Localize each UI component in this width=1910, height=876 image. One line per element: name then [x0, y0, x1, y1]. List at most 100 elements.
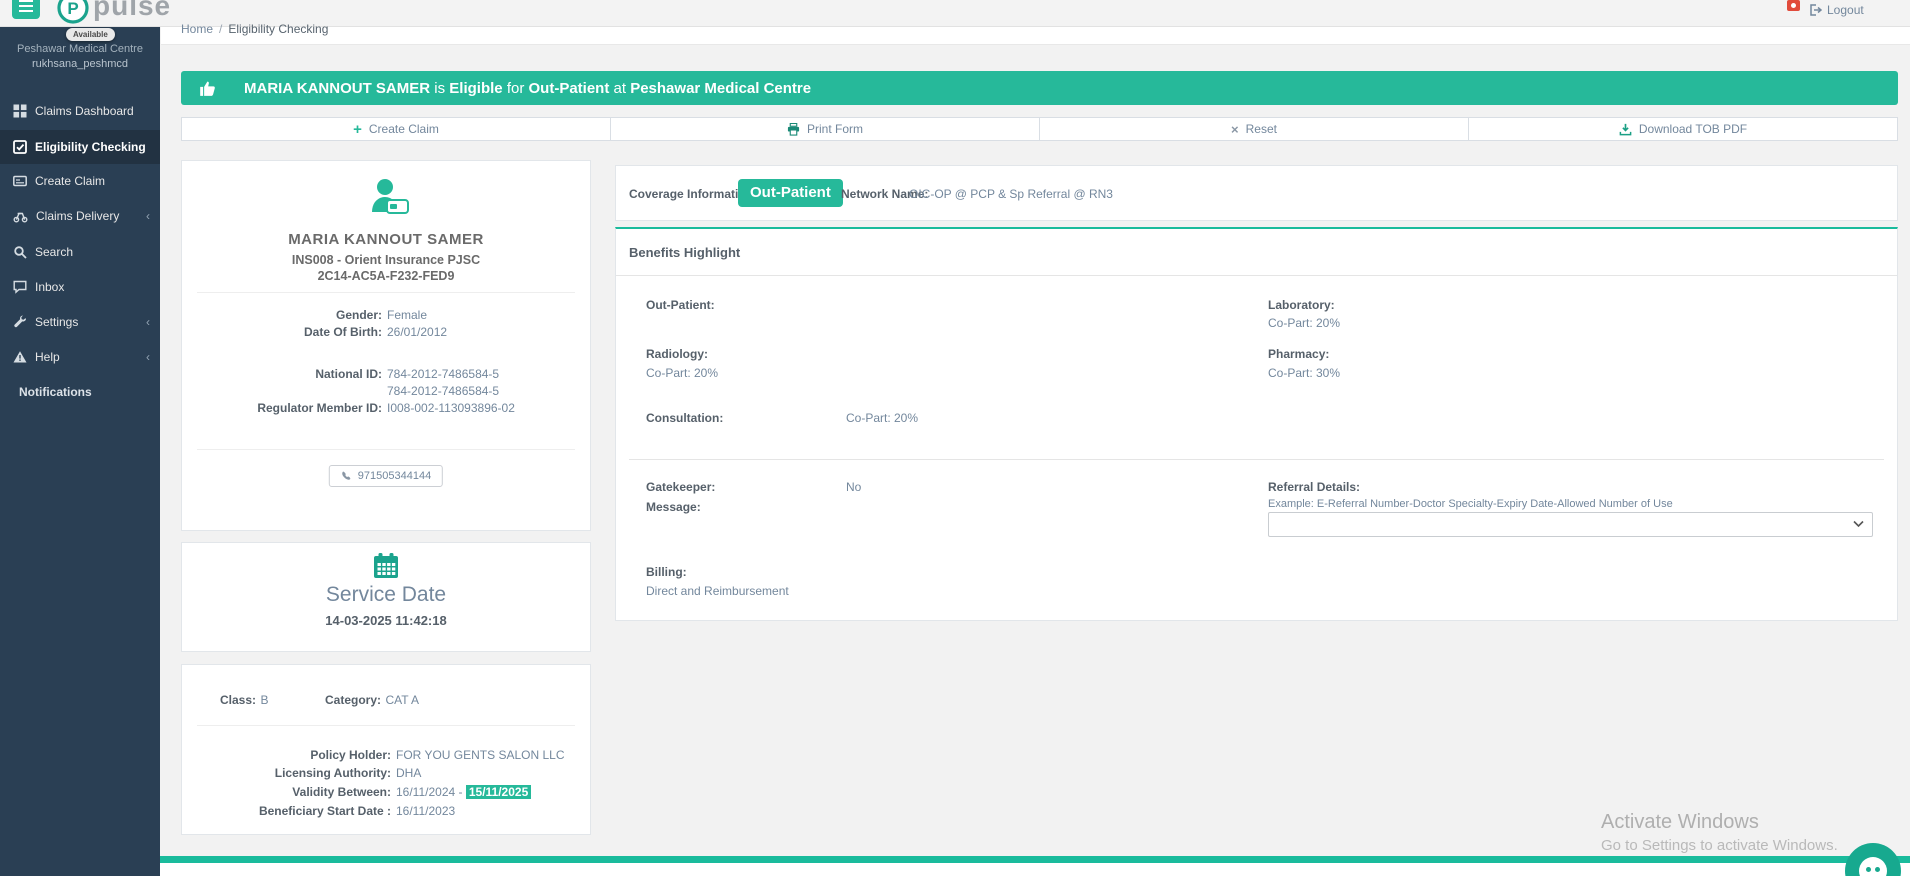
laboratory-label: Laboratory:	[1268, 298, 1335, 312]
policy-holder-row: Policy Holder: FOR YOU GENTS SALON LLC	[182, 748, 590, 762]
phone-icon	[342, 471, 351, 480]
referral-select[interactable]	[1268, 512, 1873, 537]
create-claim-button[interactable]: + Create Claim	[182, 118, 611, 140]
sidebar-item-help[interactable]: Help ‹	[0, 340, 160, 374]
national-id-value: 784-2012-7486584-5	[387, 367, 500, 381]
print-form-button[interactable]: Print Form	[611, 118, 1040, 140]
service-date-card: Service Date 14-03-2025 11:42:18	[181, 542, 591, 652]
sidebar-item-label: Claims Dashboard	[35, 104, 134, 118]
regulator-id-label: Regulator Member ID:	[257, 401, 382, 415]
record-indicator-icon	[1787, 0, 1800, 11]
banner-facility: Peshawar Medical Centre	[630, 79, 812, 97]
sidebar: Available Peshawar Medical Centre rukhsa…	[0, 27, 160, 876]
sidebar-item-eligibility-checking[interactable]: Eligibility Checking	[0, 130, 160, 164]
sidebar-item-settings[interactable]: Settings ‹	[0, 305, 160, 339]
activate-windows-watermark: Activate Windows	[1601, 811, 1759, 833]
download-tob-pdf-button[interactable]: Download TOB PDF	[1469, 118, 1897, 140]
radiology-label: Radiology:	[646, 347, 708, 361]
referral-hint: Example: E-Referral Number-Doctor Specia…	[1268, 498, 1673, 510]
svg-text:P: P	[67, 0, 78, 18]
pharmacy-label: Pharmacy:	[1268, 347, 1330, 361]
dob-row: Date Of Birth: 26/01/2012	[182, 325, 590, 339]
hamburger-icon	[19, 0, 33, 2]
search-icon	[14, 246, 27, 259]
logout-button[interactable]: Logout	[1810, 3, 1864, 17]
footer	[160, 863, 1910, 876]
referral-details-label: Referral Details:	[1268, 480, 1361, 494]
truck-icon	[13, 212, 28, 223]
consultation-label: Consultation:	[646, 411, 724, 425]
action-toolbar: + Create Claim Print Form × Reset Downlo…	[181, 117, 1898, 141]
patient-card: MARIA KANNOUT SAMER INS008 - Orient Insu…	[181, 160, 591, 531]
thumbs-up-icon	[200, 81, 215, 96]
card-number: 2C14-AC5A-F232-FED9	[317, 269, 455, 283]
divider	[616, 275, 1897, 276]
banner-word: at	[613, 79, 627, 97]
sidebar-item-label: Inbox	[35, 280, 65, 294]
pulse-logo-icon: P	[57, 0, 89, 24]
divider	[197, 292, 575, 293]
coverage-type-badge[interactable]: Out-Patient	[738, 179, 843, 207]
top-header: P pulse Logout	[0, 0, 1910, 27]
validity-value: 16/11/2024 - 15/11/2025	[396, 785, 532, 799]
divider	[629, 459, 1884, 460]
breadcrumb-home-link[interactable]: Home	[181, 22, 214, 36]
banner-status: Eligible	[449, 79, 503, 97]
licensing-authority-row: Licensing Authority: DHA	[182, 766, 590, 780]
calendar-icon	[374, 553, 398, 578]
sidebar-item-claims-delivery[interactable]: Claims Delivery ‹	[0, 199, 160, 233]
chevron-left-icon: ‹	[146, 209, 150, 223]
x-icon: ×	[1231, 121, 1239, 137]
category-label: Category:	[325, 693, 382, 707]
sidebar-item-label: Settings	[35, 315, 79, 329]
service-date-value: 14-03-2025 11:42:18	[325, 613, 447, 628]
policy-card: Class: B Category: CAT A Policy Holder: …	[181, 664, 591, 835]
phone-button[interactable]: 971505344144	[328, 465, 444, 487]
gender-value: Female	[387, 308, 428, 322]
consultation-copart: Co-Part: 20%	[846, 411, 919, 425]
sidebar-item-notifications[interactable]: Notifications	[0, 375, 160, 409]
service-date-title: Service Date	[325, 583, 447, 606]
regulator-id-row: Regulator Member ID: I008-002-113093896-…	[182, 401, 590, 415]
sidebar-item-claims-dashboard[interactable]: Claims Dashboard	[0, 94, 160, 128]
beneficiary-start-value: 16/11/2023	[396, 804, 456, 818]
sidebar-item-inbox[interactable]: Inbox	[0, 270, 160, 304]
national-id-row2: 784-2012-7486584-5	[182, 384, 590, 398]
action-label: Reset	[1245, 122, 1277, 136]
national-id-label: National ID:	[315, 367, 382, 381]
spacer	[182, 384, 382, 398]
sidebar-item-label: Help	[35, 350, 60, 364]
insurance-name: INS008 - Orient Insurance PJSC	[291, 253, 481, 267]
validity-start: 16/11/2024	[396, 785, 456, 799]
billing-value: Direct and Reimbursement	[646, 584, 789, 598]
banner-patient-name: MARIA KANNOUT SAMER	[244, 79, 431, 97]
policy-holder-value: FOR YOU GENTS SALON LLC	[396, 748, 565, 762]
sidebar-item-search[interactable]: Search	[0, 235, 160, 269]
logout-label: Logout	[1827, 3, 1864, 17]
chat-widget-button[interactable]	[1845, 843, 1901, 876]
policy-holder-label: Policy Holder:	[310, 748, 391, 762]
national-id-value2: 784-2012-7486584-5	[387, 384, 500, 398]
eligibility-banner: MARIA KANNOUT SAMER is Eligible for Out-…	[181, 71, 1898, 105]
class-field: Class: B	[220, 691, 269, 709]
validity-row: Validity Between: 16/11/2024 - 15/11/202…	[182, 785, 590, 799]
national-id-row: National ID: 784-2012-7486584-5	[182, 367, 590, 381]
network-name-label: Network Name:	[841, 187, 929, 201]
patient-name: MARIA KANNOUT SAMER	[288, 231, 484, 248]
sidebar-item-create-claim[interactable]: Create Claim	[0, 164, 160, 198]
menu-toggle-button[interactable]	[12, 0, 40, 19]
network-name-value: OIC-OP @ PCP & Sp Referral @ RN3	[909, 187, 1113, 201]
sidebar-item-label: Eligibility Checking	[35, 140, 146, 154]
benefits-highlight-title: Benefits Highlight	[629, 245, 741, 260]
category-value: CAT A	[385, 693, 420, 707]
dob-label: Date Of Birth:	[304, 325, 382, 339]
chat-smiley-icon	[1859, 857, 1887, 876]
class-label: Class:	[220, 693, 257, 707]
card-icon	[13, 175, 27, 187]
action-label: Download TOB PDF	[1638, 122, 1748, 136]
reset-button[interactable]: × Reset	[1040, 118, 1469, 140]
breadcrumb: Home / Eligibility Checking	[181, 22, 328, 36]
beneficiary-start-label: Beneficiary Start Date :	[258, 804, 391, 818]
sidebar-item-label: Search	[35, 245, 74, 259]
divider	[197, 725, 575, 726]
